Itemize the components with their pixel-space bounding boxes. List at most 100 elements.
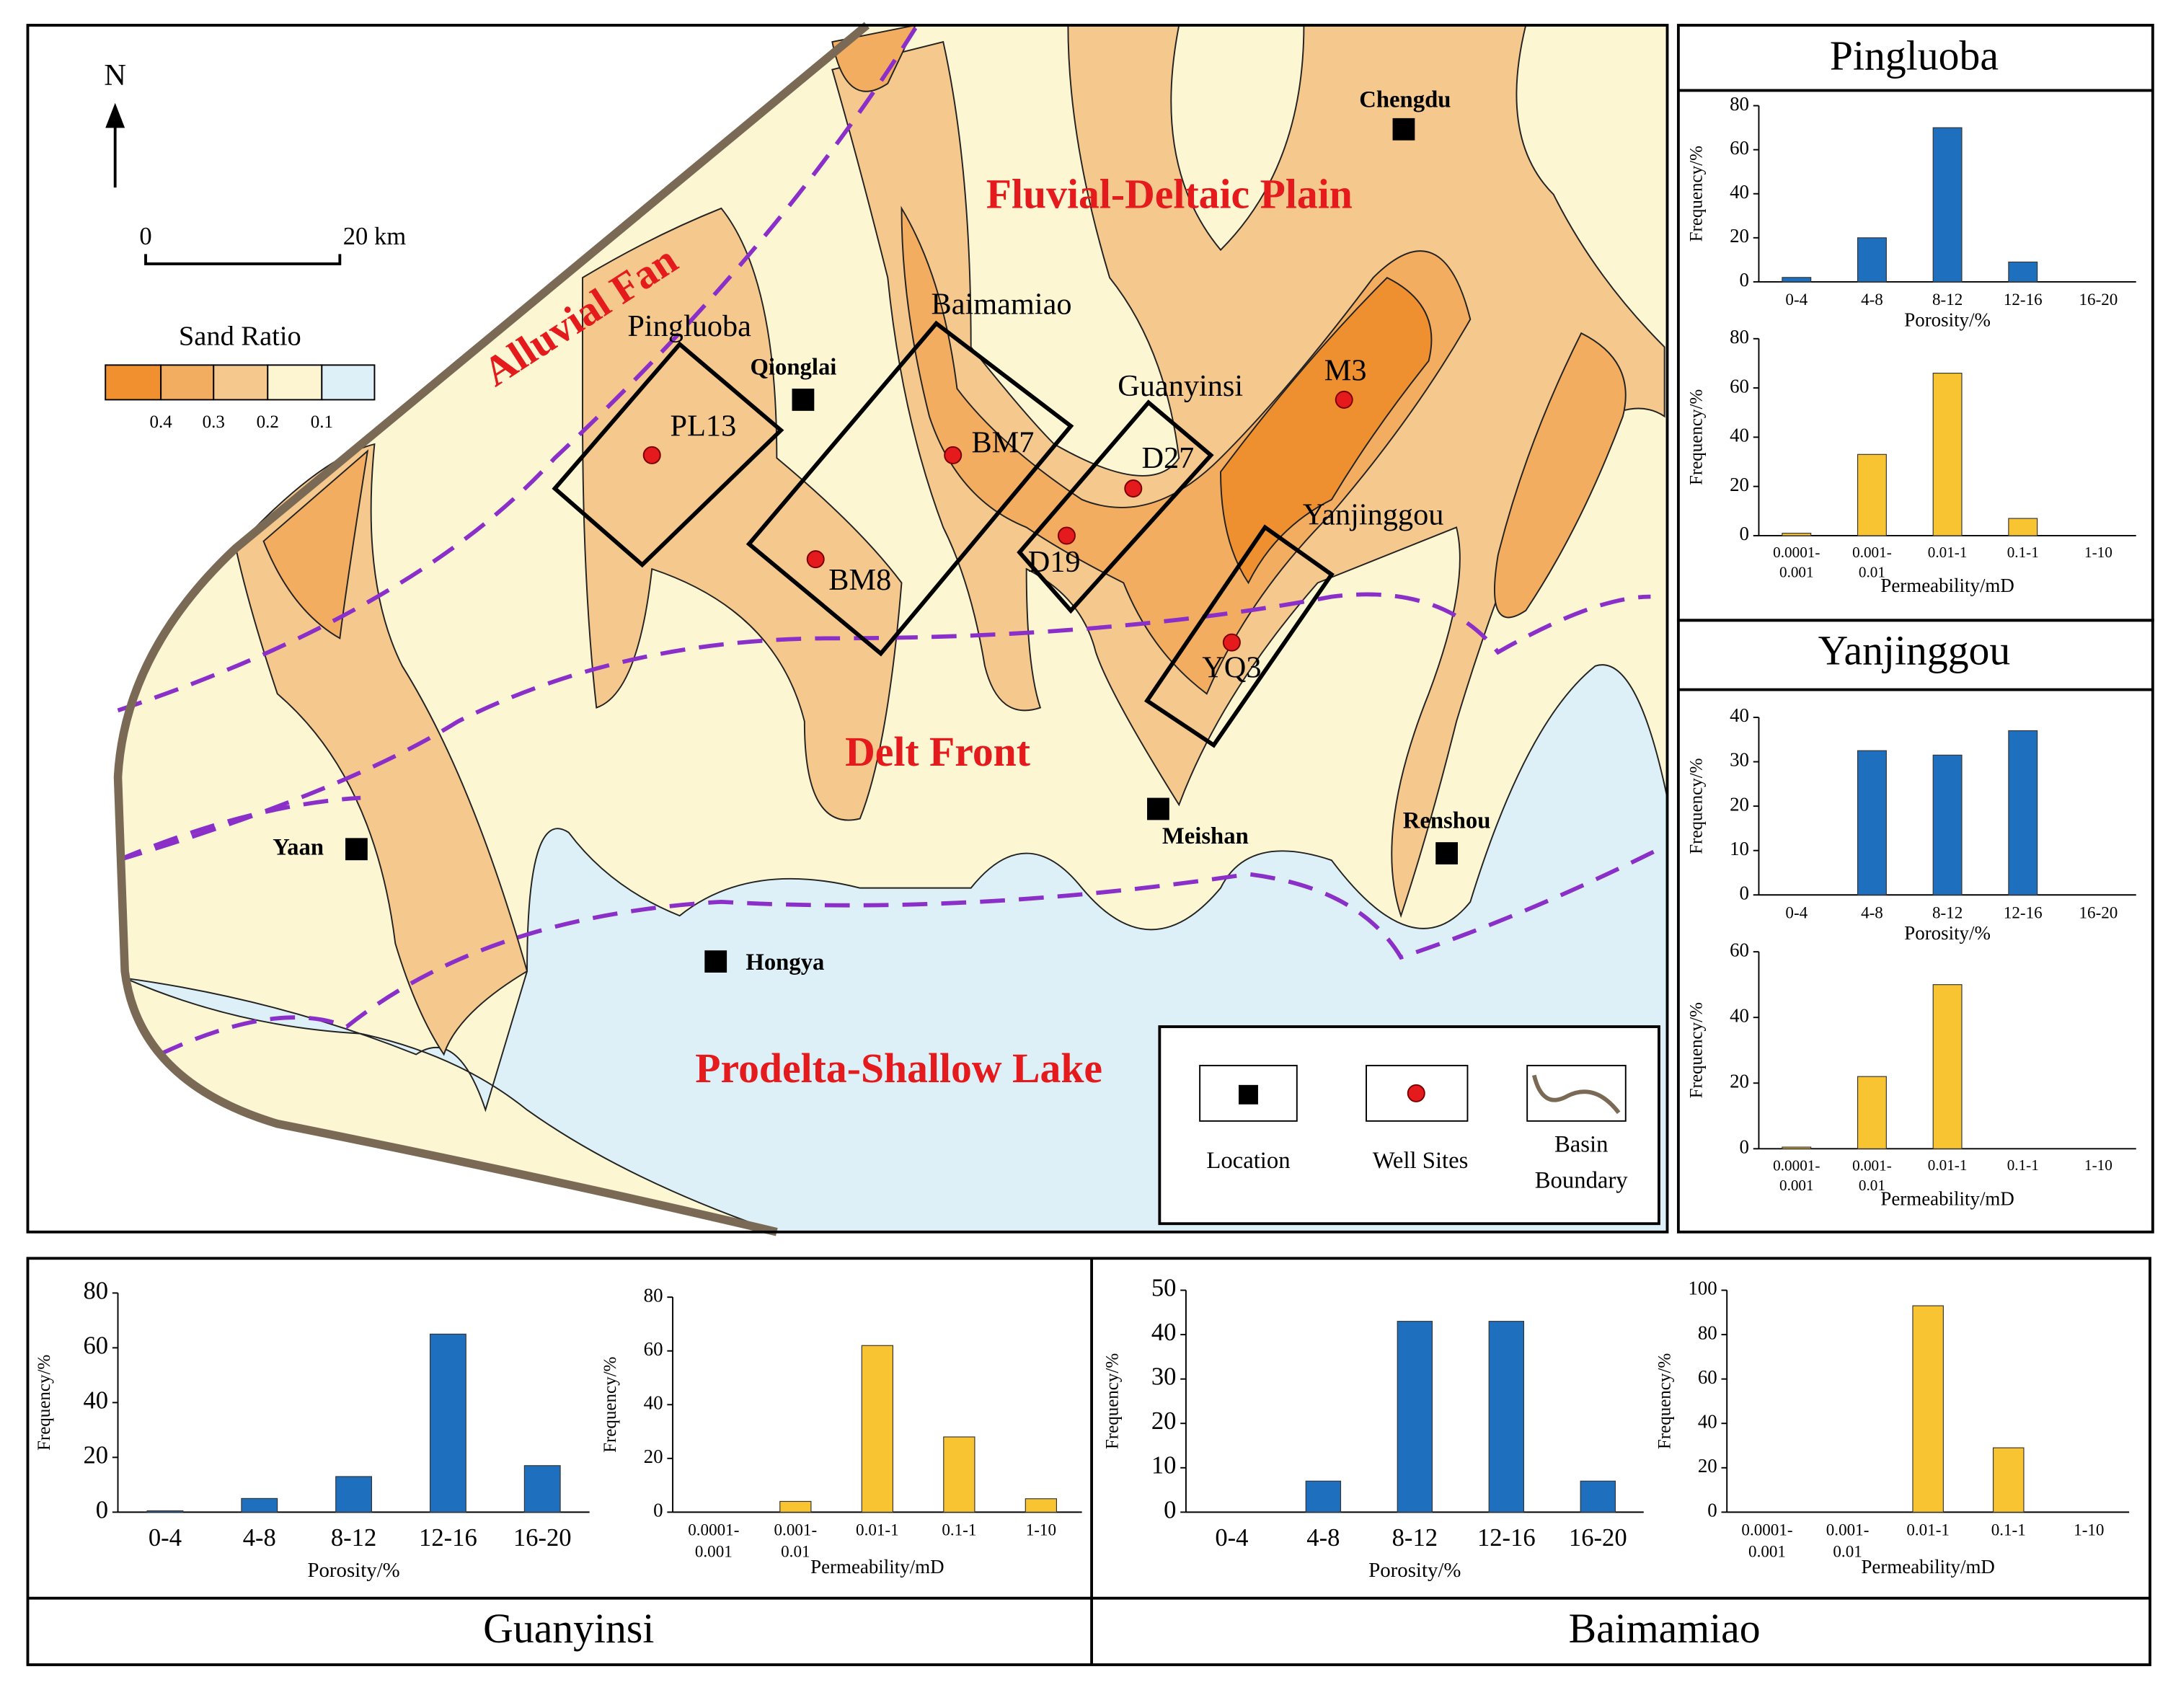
bar: [1580, 1480, 1616, 1513]
legend-location-icon: [1239, 1084, 1258, 1105]
y-tick-label: 20: [1730, 1070, 1749, 1092]
y-tick-label: 20: [83, 1441, 108, 1469]
y-tick-label: 60: [644, 1338, 663, 1360]
y-axis-label: Frequency/%: [1687, 758, 1707, 854]
area-label: Guanyinsi: [1118, 369, 1243, 403]
x-tick-label: 0.001-0.01: [1826, 1521, 1870, 1561]
bar: [1932, 984, 1963, 1149]
x-tick-label: 0.01-1: [1928, 1156, 1968, 1174]
bar: [1857, 237, 1887, 283]
x-tick-label: 0.1-1: [942, 1521, 976, 1539]
y-tick-label: 0: [1740, 269, 1749, 291]
y-tick-label: 80: [644, 1284, 663, 1306]
y-axis-label: Frequency/%: [1687, 1002, 1707, 1098]
x-tick-label: 8-12: [331, 1524, 376, 1552]
x-tick-label: 8-12: [1392, 1524, 1438, 1552]
city-label: Meishan: [1162, 823, 1249, 849]
sand-ratio-swatch: [160, 364, 215, 401]
y-tick-label: 20: [1730, 225, 1749, 247]
y-tick-label: 20: [644, 1446, 663, 1467]
region-label: Fluvial-Deltaic Plain: [986, 172, 1353, 218]
study-area: [552, 341, 784, 568]
sand-lobe: [1220, 276, 1433, 585]
region-label: Delt Front: [845, 730, 1030, 775]
x-tick-label: 4-8: [1861, 903, 1883, 921]
bar: [1932, 127, 1963, 283]
panel-frames: [26, 24, 2154, 1666]
x-tick-label: 4-8: [243, 1524, 276, 1552]
bar: [1857, 453, 1887, 536]
y-tick-label: 20: [1698, 1455, 1717, 1477]
bar: [1782, 1146, 1812, 1149]
x-axis-label: Porosity/%: [1904, 922, 1991, 944]
y-tick-label: 40: [1730, 704, 1749, 726]
bar: [429, 1333, 466, 1513]
x-tick-label: 0.0001-0.001: [1741, 1521, 1792, 1561]
well-marker: [1124, 479, 1143, 498]
well-marker: [806, 550, 825, 569]
panel-title: Baimamiao: [1569, 1606, 1761, 1652]
well-marker: [944, 446, 963, 464]
sand-ratio-swatch: [321, 364, 376, 401]
x-tick-label: 8-12: [1932, 290, 1963, 309]
bar-chart: 0 20 40 60 80 0-4 4-8 8-12 12-16 16-20 Porosity/% F…: [35, 1277, 590, 1582]
city-label: Chengdu: [1359, 87, 1451, 112]
y-tick-label: 60: [1730, 939, 1749, 960]
x-axis-label: Porosity/%: [1368, 1559, 1461, 1582]
legend-boundary-icon: [1531, 1074, 1621, 1115]
bar: [1305, 1480, 1342, 1513]
y-tick-label: 0: [1707, 1500, 1717, 1521]
city-label: Hongya: [745, 950, 824, 975]
bar: [1932, 373, 1963, 536]
bar: [861, 1345, 893, 1513]
north-label: N: [104, 58, 126, 92]
y-tick-label: 20: [1730, 793, 1749, 815]
city-label: Yaan: [273, 834, 324, 860]
bar: [146, 1510, 184, 1513]
y-tick-label: 80: [1730, 326, 1749, 348]
bar: [523, 1465, 561, 1513]
sand-lobe: [1494, 332, 1627, 619]
scale-bar: [144, 254, 342, 265]
legend-well-icon: [1407, 1084, 1425, 1102]
well-label: YQ3: [1202, 650, 1261, 684]
x-axis-label: Permeability/mD: [810, 1556, 944, 1578]
bar: [943, 1436, 975, 1513]
x-axis-label: Porosity/%: [1904, 309, 1991, 331]
x-tick-label: 0.001-0.01: [1852, 544, 1892, 581]
x-axis-label: Porosity/%: [307, 1559, 399, 1582]
bar: [1782, 277, 1812, 283]
bar-chart: 0 20 40 60 80 100 0.0001-0.001 0.001-0.01 0.01-1…: [1655, 1278, 2130, 1578]
y-tick-label: 20: [1730, 474, 1749, 495]
x-tick-label: 0.001-0.01: [1852, 1156, 1892, 1194]
city-marker: [345, 838, 368, 861]
x-tick-label: 0-4: [1785, 903, 1808, 921]
bar: [1025, 1498, 1058, 1513]
region-label: Prodelta-Shallow Lake: [695, 1046, 1102, 1092]
x-tick-label: 12-16: [2004, 290, 2043, 309]
well-label: BM8: [828, 563, 891, 597]
y-tick-label: 0: [1740, 1136, 1749, 1158]
study-area: [745, 320, 1074, 657]
city-label: Renshou: [1403, 808, 1491, 834]
panel-frame: [1676, 619, 2154, 1234]
x-tick-label: 0.01-1: [1906, 1521, 1950, 1539]
city-marker: [792, 389, 815, 411]
sand-ratio-swatch: [213, 364, 269, 401]
y-axis-label: Frequency/%: [1687, 389, 1707, 485]
well-label: M3: [1324, 354, 1367, 388]
study-area: [1017, 399, 1214, 614]
map-frame: [26, 24, 1669, 1234]
x-tick-label: 1-10: [2074, 1521, 2104, 1539]
y-tick-label: 40: [1730, 425, 1749, 446]
sand-ratio-swatch: [105, 364, 162, 401]
x-tick-label: 0.0001-0.001: [1773, 544, 1820, 581]
facies-boundaries: [117, 27, 1665, 1057]
y-tick-label: 60: [1698, 1366, 1717, 1388]
legend-box: [1158, 1025, 1660, 1226]
well-marker: [1335, 390, 1353, 409]
x-tick-label: 12-16: [419, 1524, 477, 1552]
x-tick-label: 4-8: [1306, 1524, 1340, 1552]
x-tick-label: 0.0001-0.001: [1773, 1156, 1820, 1194]
